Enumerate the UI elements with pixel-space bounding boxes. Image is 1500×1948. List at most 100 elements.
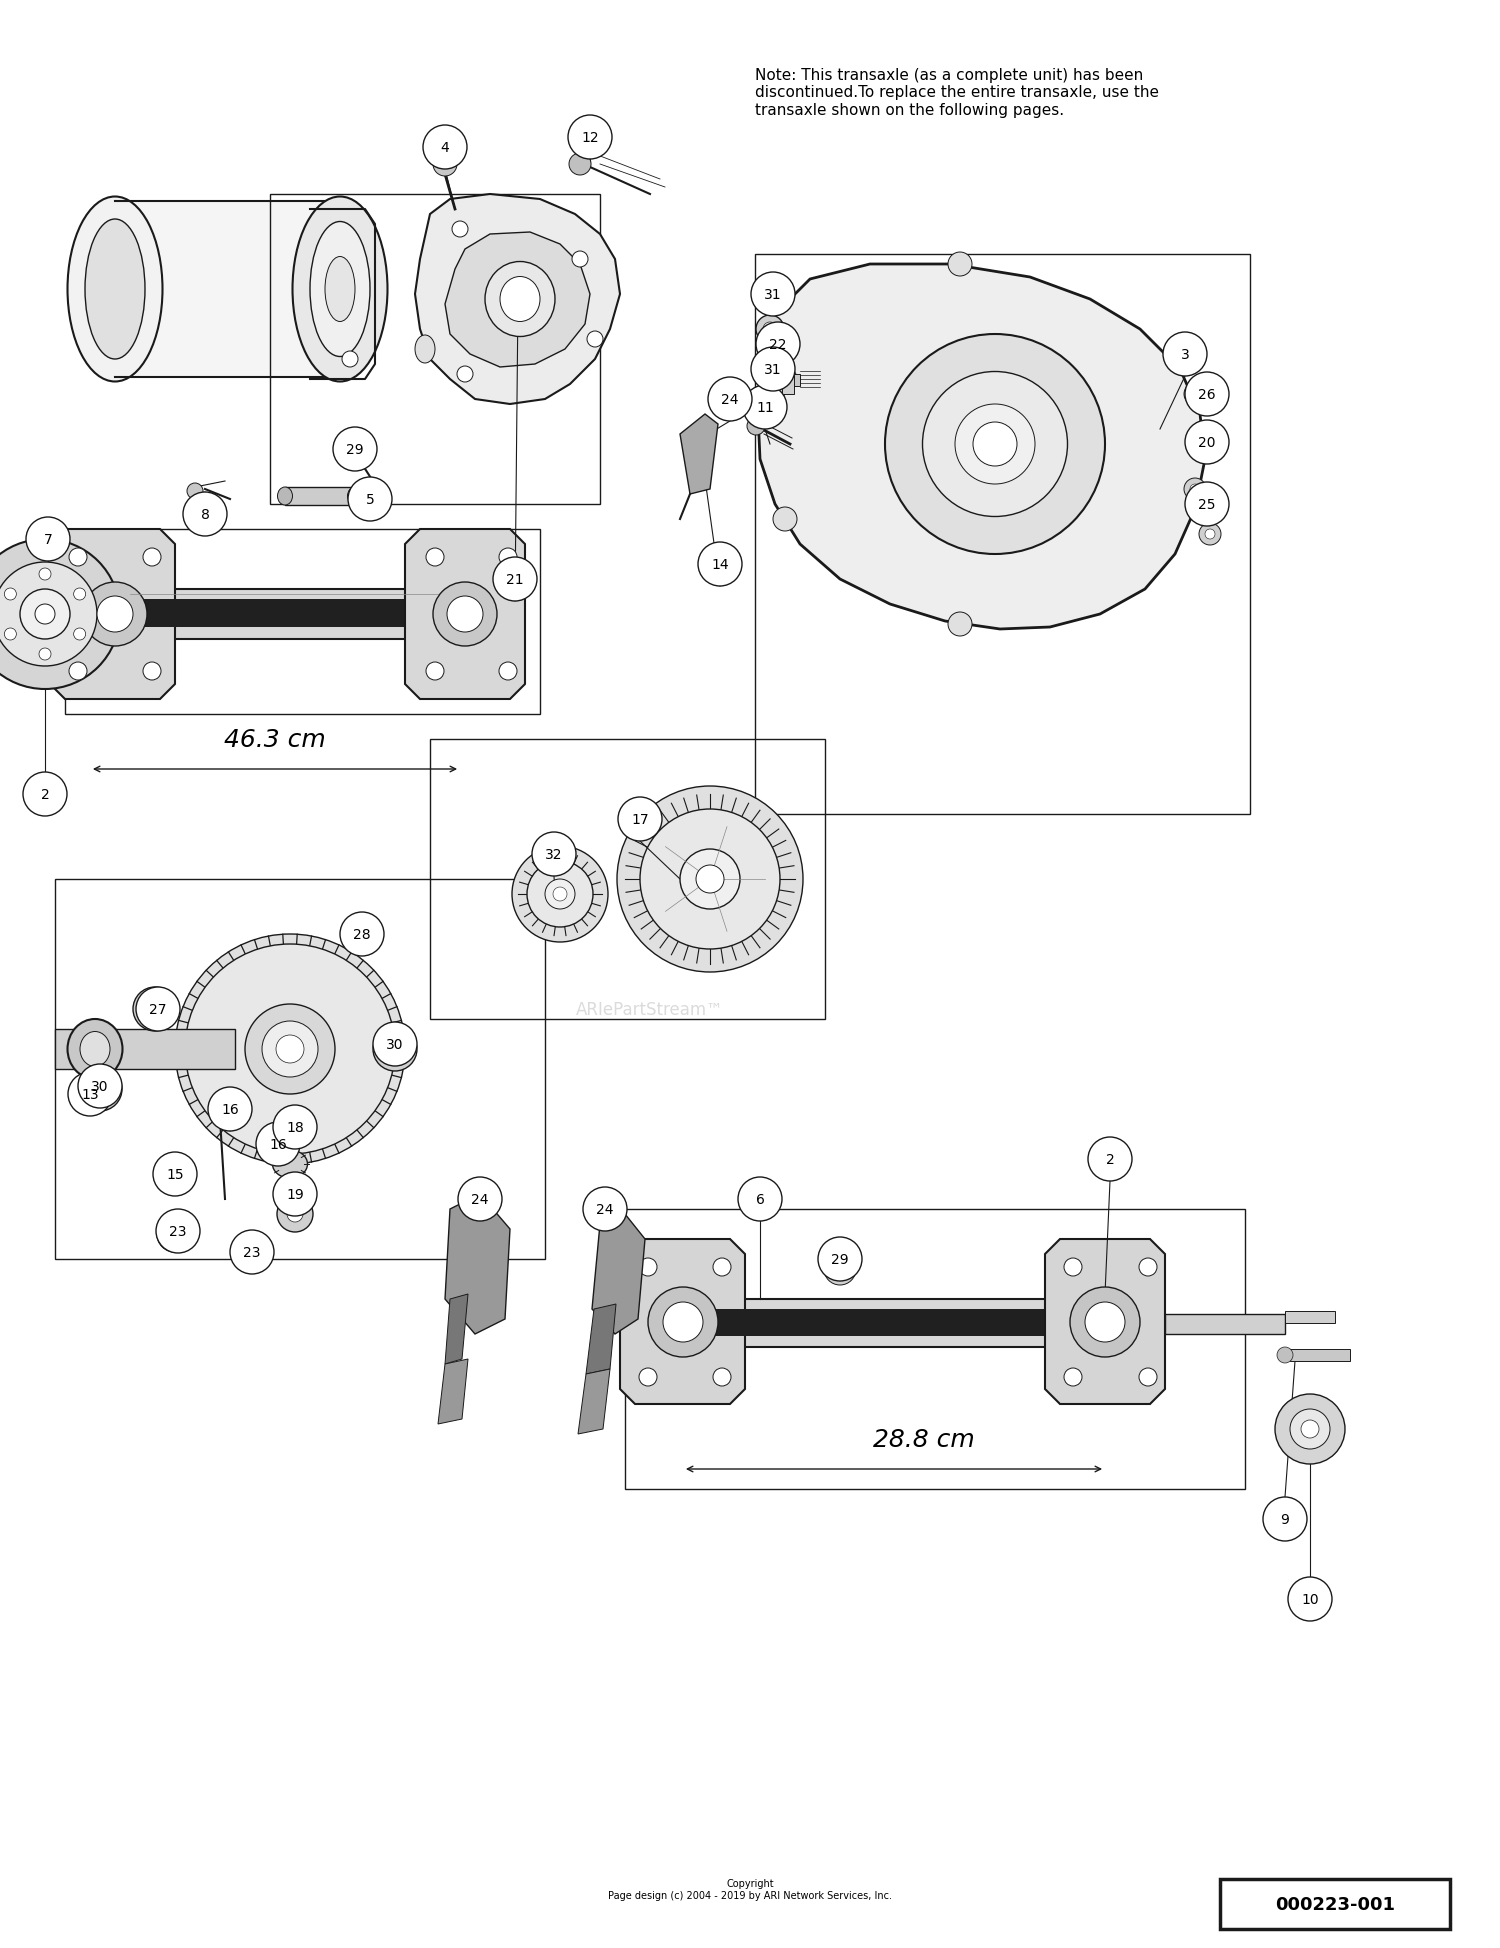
Circle shape bbox=[242, 1247, 258, 1262]
Ellipse shape bbox=[885, 335, 1106, 555]
Circle shape bbox=[211, 1106, 225, 1122]
Circle shape bbox=[1185, 483, 1228, 526]
Ellipse shape bbox=[160, 1161, 190, 1186]
Bar bbox=[56, 1029, 236, 1069]
Circle shape bbox=[4, 629, 16, 641]
Circle shape bbox=[447, 596, 483, 633]
Circle shape bbox=[342, 353, 358, 368]
Circle shape bbox=[1064, 1367, 1082, 1387]
Circle shape bbox=[232, 1237, 268, 1272]
Circle shape bbox=[1064, 1258, 1082, 1276]
Polygon shape bbox=[405, 530, 525, 699]
Text: 5: 5 bbox=[366, 493, 375, 506]
Circle shape bbox=[532, 832, 576, 877]
Text: 8: 8 bbox=[201, 508, 210, 522]
Circle shape bbox=[1190, 429, 1210, 450]
Circle shape bbox=[742, 386, 788, 431]
Circle shape bbox=[74, 629, 86, 641]
Ellipse shape bbox=[292, 197, 387, 382]
Circle shape bbox=[752, 273, 795, 318]
Circle shape bbox=[712, 1367, 730, 1387]
Circle shape bbox=[1276, 1348, 1293, 1364]
Circle shape bbox=[136, 988, 180, 1032]
Circle shape bbox=[286, 1206, 303, 1223]
Ellipse shape bbox=[416, 335, 435, 364]
Circle shape bbox=[0, 540, 120, 690]
Polygon shape bbox=[446, 1194, 510, 1334]
Circle shape bbox=[752, 349, 795, 392]
Text: 4: 4 bbox=[441, 140, 450, 156]
Circle shape bbox=[772, 368, 796, 392]
Ellipse shape bbox=[68, 197, 162, 382]
Circle shape bbox=[39, 569, 51, 581]
Text: 30: 30 bbox=[387, 1038, 404, 1052]
Circle shape bbox=[818, 1237, 862, 1282]
Circle shape bbox=[90, 1079, 110, 1099]
Circle shape bbox=[948, 614, 972, 637]
Text: 26: 26 bbox=[1198, 388, 1216, 401]
Circle shape bbox=[512, 847, 608, 943]
Circle shape bbox=[142, 662, 160, 680]
Bar bbox=[285, 487, 356, 506]
Text: 29: 29 bbox=[346, 442, 364, 456]
Circle shape bbox=[278, 1196, 314, 1233]
Text: 14: 14 bbox=[711, 557, 729, 571]
Circle shape bbox=[1204, 530, 1215, 540]
Bar bbox=[682, 1299, 1072, 1348]
Circle shape bbox=[230, 1231, 274, 1274]
Text: 16: 16 bbox=[268, 1138, 286, 1151]
Circle shape bbox=[256, 1122, 300, 1167]
Circle shape bbox=[1288, 1578, 1332, 1621]
Circle shape bbox=[1070, 1288, 1140, 1358]
Circle shape bbox=[153, 1153, 197, 1196]
Circle shape bbox=[374, 1027, 417, 1071]
Circle shape bbox=[134, 988, 177, 1032]
Text: 27: 27 bbox=[148, 1003, 166, 1017]
Circle shape bbox=[1185, 421, 1228, 466]
Ellipse shape bbox=[348, 487, 363, 506]
Polygon shape bbox=[416, 195, 620, 405]
Bar bbox=[776, 374, 800, 388]
Circle shape bbox=[772, 508, 796, 532]
Circle shape bbox=[1184, 384, 1206, 405]
Ellipse shape bbox=[922, 372, 1068, 518]
Circle shape bbox=[747, 417, 765, 436]
Text: 20: 20 bbox=[1198, 436, 1215, 450]
Circle shape bbox=[680, 849, 740, 910]
Circle shape bbox=[764, 388, 777, 401]
Text: Copyright
Page design (c) 2004 - 2019 by ARI Network Services, Inc.: Copyright Page design (c) 2004 - 2019 by… bbox=[608, 1878, 892, 1899]
Ellipse shape bbox=[956, 405, 1035, 485]
Circle shape bbox=[712, 1258, 730, 1276]
Circle shape bbox=[1084, 1303, 1125, 1342]
Circle shape bbox=[26, 518, 70, 561]
Circle shape bbox=[1188, 499, 1212, 522]
Bar bbox=[430, 740, 825, 1019]
Polygon shape bbox=[116, 203, 340, 378]
Circle shape bbox=[69, 662, 87, 680]
Circle shape bbox=[458, 1177, 503, 1221]
Text: 46.3 cm: 46.3 cm bbox=[224, 729, 326, 752]
Polygon shape bbox=[446, 234, 590, 368]
Circle shape bbox=[69, 549, 87, 567]
Circle shape bbox=[1263, 1498, 1306, 1541]
Polygon shape bbox=[438, 1360, 468, 1424]
Circle shape bbox=[348, 477, 392, 522]
Circle shape bbox=[1198, 524, 1221, 545]
Text: 12: 12 bbox=[580, 131, 598, 144]
Circle shape bbox=[756, 316, 784, 345]
Text: 16: 16 bbox=[220, 1103, 238, 1116]
Text: 2: 2 bbox=[1106, 1153, 1114, 1167]
Circle shape bbox=[618, 797, 662, 842]
Polygon shape bbox=[620, 1239, 746, 1405]
Circle shape bbox=[948, 253, 972, 277]
Circle shape bbox=[386, 1040, 405, 1060]
Circle shape bbox=[340, 912, 384, 956]
Circle shape bbox=[176, 935, 405, 1165]
Ellipse shape bbox=[278, 487, 292, 506]
Circle shape bbox=[82, 582, 147, 647]
Text: 24: 24 bbox=[722, 393, 738, 407]
Circle shape bbox=[568, 117, 612, 160]
Circle shape bbox=[166, 1227, 183, 1243]
Circle shape bbox=[273, 1105, 316, 1149]
Text: 22: 22 bbox=[770, 337, 786, 353]
